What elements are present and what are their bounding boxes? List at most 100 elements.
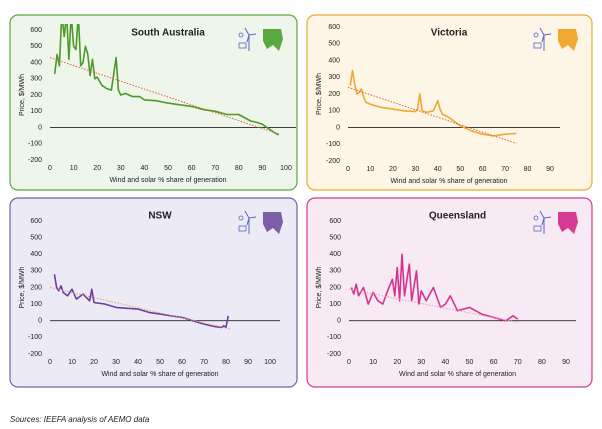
- x-tick-label: 0: [48, 165, 52, 172]
- panel-background: [306, 197, 593, 388]
- x-tick-label: 30: [417, 359, 425, 366]
- x-tick-label: 50: [156, 359, 164, 366]
- y-tick-label: 300: [30, 76, 42, 83]
- y-tick-label: 500: [328, 41, 340, 48]
- x-tick-label: 30: [112, 359, 120, 366]
- y-tick-label: 200: [328, 91, 340, 98]
- x-tick-label: 60: [490, 359, 498, 366]
- x-tick-label: 40: [442, 359, 450, 366]
- x-tick-label: 40: [134, 359, 142, 366]
- y-tick-label: 500: [329, 234, 341, 241]
- trend-line: [347, 86, 517, 144]
- y-tick-label: 0: [38, 124, 42, 131]
- y-tick-label: 300: [328, 74, 340, 81]
- y-tick-label: 500: [30, 43, 42, 50]
- x-tick-label: 50: [456, 166, 464, 173]
- x-tick-label: 10: [68, 359, 76, 366]
- y-tick-label: 100: [329, 301, 341, 308]
- y-tick-label: 300: [30, 268, 42, 275]
- turbine-icon: [539, 210, 552, 226]
- y-tick-label: 0: [38, 318, 42, 325]
- x-tick-label: 80: [538, 359, 546, 366]
- y-tick-label: 600: [328, 24, 340, 31]
- x-tick-label: 0: [48, 359, 52, 366]
- x-axis-label: Wind and solar % share of generation: [399, 371, 516, 378]
- y-tick-label: 200: [30, 92, 42, 99]
- y-tick-label: 400: [30, 59, 42, 66]
- panel-title: NSW: [148, 211, 172, 222]
- state-shape: [263, 29, 283, 51]
- solar-icon: [533, 225, 542, 232]
- x-tick-label: 0: [346, 166, 350, 173]
- y-tick-label: 600: [30, 27, 42, 34]
- x-tick-label: 20: [90, 359, 98, 366]
- x-tick-label: 80: [235, 165, 243, 172]
- x-tick-label: 60: [188, 165, 196, 172]
- turbine-icon: [539, 27, 552, 43]
- y-tick-label: -100: [28, 334, 42, 341]
- y-tick-label: -100: [326, 141, 340, 148]
- y-tick-label: 600: [329, 218, 341, 225]
- y-tick-label: 200: [329, 284, 341, 291]
- turbine-icon: [244, 210, 257, 226]
- x-tick-label: 80: [222, 359, 230, 366]
- x-tick-label: 60: [479, 166, 487, 173]
- x-tick-label: 100: [264, 359, 276, 366]
- trend-line: [49, 287, 231, 330]
- state-shape: [263, 212, 283, 234]
- y-tick-label: 200: [30, 284, 42, 291]
- x-tick-label: 10: [369, 359, 377, 366]
- x-tick-label: 70: [211, 165, 219, 172]
- x-tick-label: 70: [514, 359, 522, 366]
- sun-icon: [533, 215, 539, 221]
- x-tick-label: 30: [411, 166, 419, 173]
- solar-icon: [238, 42, 247, 49]
- panel-background: [306, 14, 593, 191]
- x-tick-label: 80: [524, 166, 532, 173]
- x-axis-label: Wind and solar % share of generation: [390, 178, 507, 185]
- price-line: [349, 69, 517, 137]
- y-tick-label: 100: [328, 108, 340, 115]
- solar-icon: [533, 42, 542, 49]
- x-tick-label: 90: [546, 166, 554, 173]
- x-tick-label: 40: [434, 166, 442, 173]
- x-tick-label: 20: [393, 359, 401, 366]
- x-tick-label: 90: [244, 359, 252, 366]
- price-line: [53, 24, 280, 136]
- price-line: [350, 253, 519, 322]
- state-shape: [558, 212, 578, 234]
- x-tick-label: 0: [347, 359, 351, 366]
- panel: NSW Price, $/MWh Wind and solar % share of…: [9, 197, 298, 388]
- x-tick-label: 90: [259, 165, 267, 172]
- y-axis-label: Price, $/MWh: [316, 266, 323, 308]
- y-tick-label: 0: [337, 318, 341, 325]
- x-tick-label: 50: [164, 165, 172, 172]
- turbine-icon: [244, 27, 257, 43]
- y-tick-label: 400: [328, 57, 340, 64]
- y-axis-label: Price, $/MWh: [19, 266, 26, 308]
- x-tick-label: 60: [178, 359, 186, 366]
- y-tick-label: -200: [326, 158, 340, 165]
- panel: Victoria Price, $/MWh Wind and solar % sha…: [306, 14, 593, 191]
- y-axis-label: Price, $/MWh: [316, 73, 323, 115]
- y-tick-label: 300: [329, 268, 341, 275]
- panel-background: [9, 14, 298, 191]
- x-tick-label: 70: [200, 359, 208, 366]
- y-axis-label: Price, $/MWh: [19, 74, 26, 116]
- x-tick-label: 50: [466, 359, 474, 366]
- source-note: Sources: IEEFA analysis of AEMO data: [10, 415, 150, 424]
- x-tick-label: 70: [501, 166, 509, 173]
- x-tick-label: 20: [93, 165, 101, 172]
- y-tick-label: 600: [30, 218, 42, 225]
- panel-background: [9, 197, 298, 388]
- panel-title: South Australia: [131, 28, 205, 39]
- y-tick-label: -100: [327, 334, 341, 341]
- sun-icon: [238, 32, 244, 38]
- panel: South Australia Price, $/MWh Wind and sola…: [9, 14, 298, 191]
- state-shape: [558, 29, 578, 51]
- y-tick-label: -200: [28, 157, 42, 164]
- y-tick-label: -200: [28, 351, 42, 358]
- y-tick-label: 100: [30, 108, 42, 115]
